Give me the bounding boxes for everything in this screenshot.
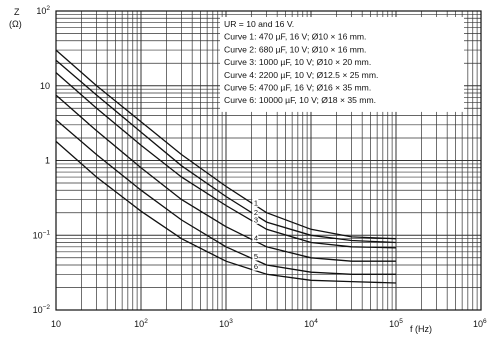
legend-line: Curve 6: 10000 µF, 10 V; Ø18 × 35 mm. (224, 95, 376, 105)
y-tick-label: 102 (36, 5, 50, 16)
curve-label-3: 3 (254, 215, 258, 224)
curve-label-bg (252, 251, 259, 261)
legend-line: Curve 1: 470 µF, 16 V; Ø10 × 16 mm. (224, 32, 366, 42)
curve-1 (55, 49, 397, 240)
legend-box (220, 17, 464, 112)
y-tick-label: 10−1 (33, 229, 51, 240)
legend: UR = 10 and 16 V. Curve 1: 470 µF, 16 V; … (220, 17, 464, 112)
curve-label-2: 2 (254, 208, 258, 217)
curve-label-bg (252, 198, 259, 207)
legend-line: Curve 4: 2200 µF, 10 V; Ø12.5 × 25 mm. (224, 70, 378, 80)
curve-3 (55, 72, 397, 249)
x-tick-label: 10 (51, 319, 61, 329)
curve-label-bg (252, 262, 259, 271)
y-tick-label: 10−2 (33, 304, 51, 315)
y-axis-label: Z (14, 7, 20, 17)
curve-6 (55, 140, 397, 284)
curve-5 (55, 119, 396, 275)
x-tick-label-max: 106 (473, 318, 487, 329)
curve-4 (55, 94, 396, 262)
legend-line: Curve 2: 680 µF, 10 V; Ø10 × 16 mm. (224, 44, 366, 54)
x-tick-label: 103 (219, 318, 233, 329)
curve-label-6: 6 (254, 262, 258, 271)
y-tick-label: 10 (40, 81, 50, 91)
legend-line: Curve 3: 1000 µF, 10 V; Ø10 × 20 mm. (224, 57, 371, 67)
legend-line: Curve 5: 4700 µF, 16 V; Ø16 × 35 mm. (224, 83, 371, 93)
curve-label-bg (252, 215, 259, 224)
x-tick-label: 104 (304, 318, 318, 329)
plot-frame (55, 10, 482, 311)
chart-tick-labels: 10 102 103 104 105 102 10 1 10−1 10−2 106 (33, 5, 487, 329)
x-axis-label: f (Hz) (410, 324, 432, 334)
chart-curves: 123 4 56 (55, 49, 397, 284)
y-axis-unit: (Ω) (9, 19, 22, 29)
curve-label-1: 1 (254, 198, 258, 207)
curve-label-5: 5 (254, 252, 258, 261)
curve-label-bg (252, 233, 259, 242)
x-tick-label: 102 (134, 318, 148, 329)
curve-label-4: 4 (254, 233, 258, 242)
y-tick-label: 1 (45, 156, 50, 166)
legend-line: UR = 10 and 16 V. (224, 19, 294, 29)
x-tick-label: 105 (389, 318, 403, 329)
curve-2 (55, 59, 397, 244)
curve-label-bg (252, 207, 259, 217)
